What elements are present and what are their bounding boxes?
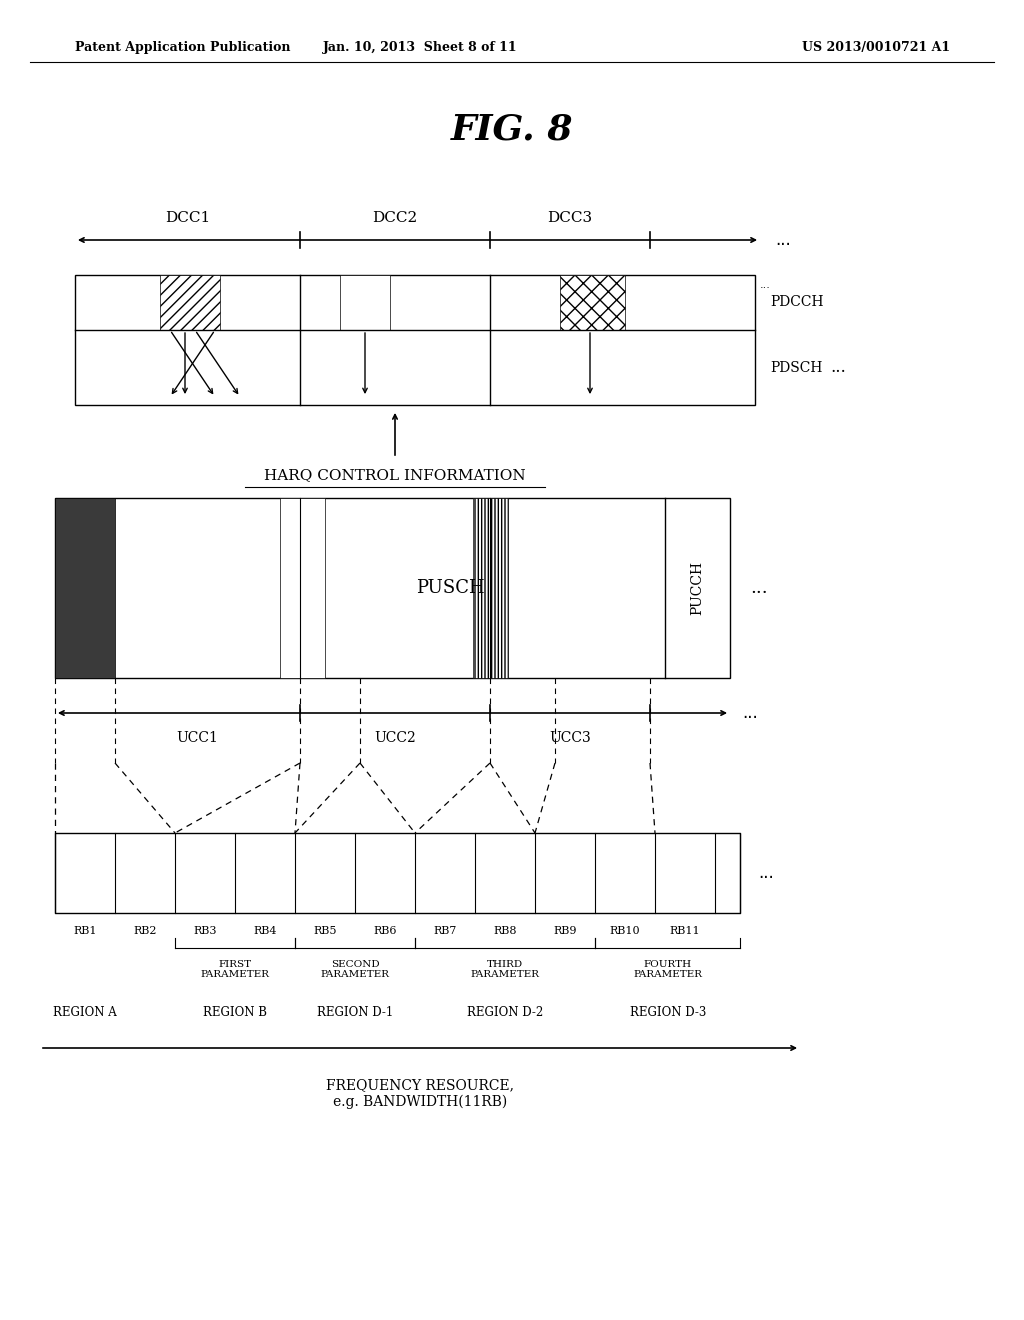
Bar	[55, 833, 740, 913]
Text: PUSCH: PUSCH	[416, 579, 484, 597]
Bar	[340, 275, 390, 330]
Text: RB3: RB3	[194, 927, 217, 936]
Text: RB9: RB9	[553, 927, 577, 936]
Text: REGION D-2: REGION D-2	[467, 1006, 543, 1019]
Text: DCC3: DCC3	[548, 211, 593, 224]
Text: ...: ...	[750, 579, 768, 597]
Text: RB10: RB10	[609, 927, 640, 936]
Text: DCC1: DCC1	[165, 211, 210, 224]
Text: Patent Application Publication: Patent Application Publication	[75, 41, 291, 54]
Text: ...: ...	[742, 704, 758, 722]
Text: THIRD
PARAMETER: THIRD PARAMETER	[470, 960, 540, 979]
Bar	[473, 498, 508, 678]
Text: UCC1: UCC1	[176, 731, 218, 744]
Text: RB4: RB4	[253, 927, 276, 936]
Text: PUCCH: PUCCH	[690, 561, 705, 615]
Text: REGION A: REGION A	[53, 1006, 117, 1019]
Text: UCC3: UCC3	[549, 731, 591, 744]
Text: REGION D-3: REGION D-3	[630, 1006, 707, 1019]
Text: REGION D-1: REGION D-1	[316, 1006, 393, 1019]
Text: RB1: RB1	[74, 927, 96, 936]
Text: REGION B: REGION B	[203, 1006, 267, 1019]
Text: FIG. 8: FIG. 8	[451, 114, 573, 147]
Text: SECOND
PARAMETER: SECOND PARAMETER	[321, 960, 389, 979]
Bar	[160, 275, 220, 330]
Text: RB7: RB7	[433, 927, 457, 936]
Text: US 2013/0010721 A1: US 2013/0010721 A1	[802, 41, 950, 54]
Text: HARQ CONTROL INFORMATION: HARQ CONTROL INFORMATION	[264, 469, 525, 482]
Text: FIRST
PARAMETER: FIRST PARAMETER	[201, 960, 269, 979]
Text: PDSCH: PDSCH	[770, 360, 822, 375]
Text: RB6: RB6	[374, 927, 396, 936]
Bar	[560, 275, 625, 330]
Text: DCC2: DCC2	[373, 211, 418, 224]
Text: FREQUENCY RESOURCE,
e.g. BANDWIDTH(11RB): FREQUENCY RESOURCE, e.g. BANDWIDTH(11RB)	[326, 1078, 514, 1109]
Bar	[280, 498, 325, 678]
Text: RB5: RB5	[313, 927, 337, 936]
Text: ...: ...	[758, 865, 774, 882]
Text: RB11: RB11	[670, 927, 700, 936]
Text: PDCCH: PDCCH	[770, 296, 823, 309]
Text: ...: ...	[775, 231, 791, 249]
Text: RB8: RB8	[494, 927, 517, 936]
Bar	[75, 275, 755, 405]
Text: Jan. 10, 2013  Sheet 8 of 11: Jan. 10, 2013 Sheet 8 of 11	[323, 41, 517, 54]
Bar	[55, 498, 115, 678]
Text: RB2: RB2	[133, 927, 157, 936]
Text: ...: ...	[830, 359, 846, 376]
Text: ...: ...	[760, 280, 771, 290]
Text: FOURTH
PARAMETER: FOURTH PARAMETER	[633, 960, 702, 979]
Text: UCC2: UCC2	[374, 731, 416, 744]
Bar	[55, 498, 730, 678]
